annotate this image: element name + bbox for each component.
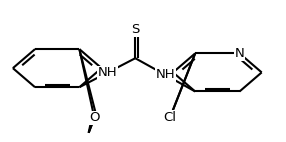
Text: N: N (235, 47, 245, 60)
Text: O: O (89, 111, 100, 124)
Text: NH: NH (155, 68, 175, 81)
Text: Cl: Cl (164, 111, 177, 124)
Text: S: S (131, 23, 140, 36)
Text: NH: NH (98, 66, 117, 79)
